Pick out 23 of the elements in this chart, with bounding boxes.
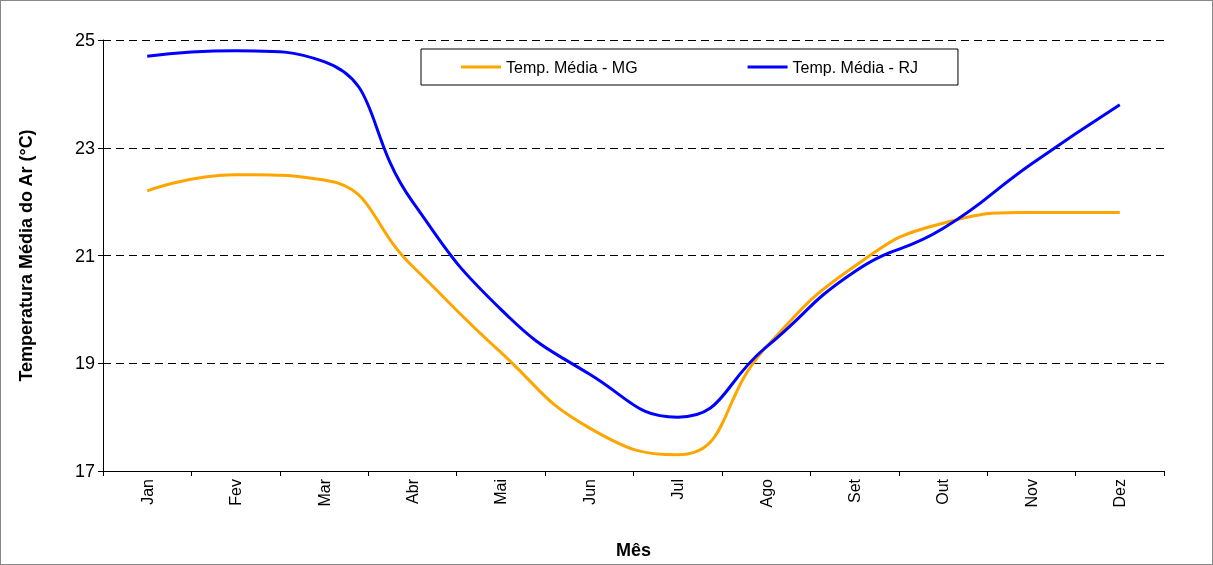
x-tick-label: Jun — [580, 479, 598, 505]
x-tick-label: Nov — [1022, 479, 1040, 508]
x-tick-label: Fev — [227, 479, 245, 506]
line-series — [145, 173, 1122, 457]
y-tick-label: 17 — [74, 461, 95, 481]
y-tick-label: 23 — [74, 137, 95, 158]
y-tick-label: 21 — [74, 245, 95, 266]
x-tick-label: Jul — [669, 479, 687, 500]
x-tick-label: Abr — [403, 478, 421, 504]
y-axis-title: Temperatura Média do Ar (°C) — [16, 129, 36, 382]
x-tick-label: Jan — [138, 479, 156, 505]
x-tick-label: Ago — [757, 478, 775, 508]
y-tick-label: 19 — [74, 353, 95, 374]
x-axis-title: Mês — [615, 540, 652, 560]
x-tick-label: Mar — [315, 478, 333, 507]
x-tick-label: Dez — [1111, 479, 1129, 508]
legend-label: Temp. Média - MG — [506, 58, 638, 76]
line-series — [145, 49, 1122, 419]
x-tick-label: Out — [934, 478, 952, 505]
y-tick-label: 25 — [74, 30, 95, 50]
legend-label: Temp. Média - RJ — [792, 58, 918, 76]
x-tick-label: Set — [846, 478, 864, 504]
x-tick-label: Mai — [492, 479, 510, 505]
